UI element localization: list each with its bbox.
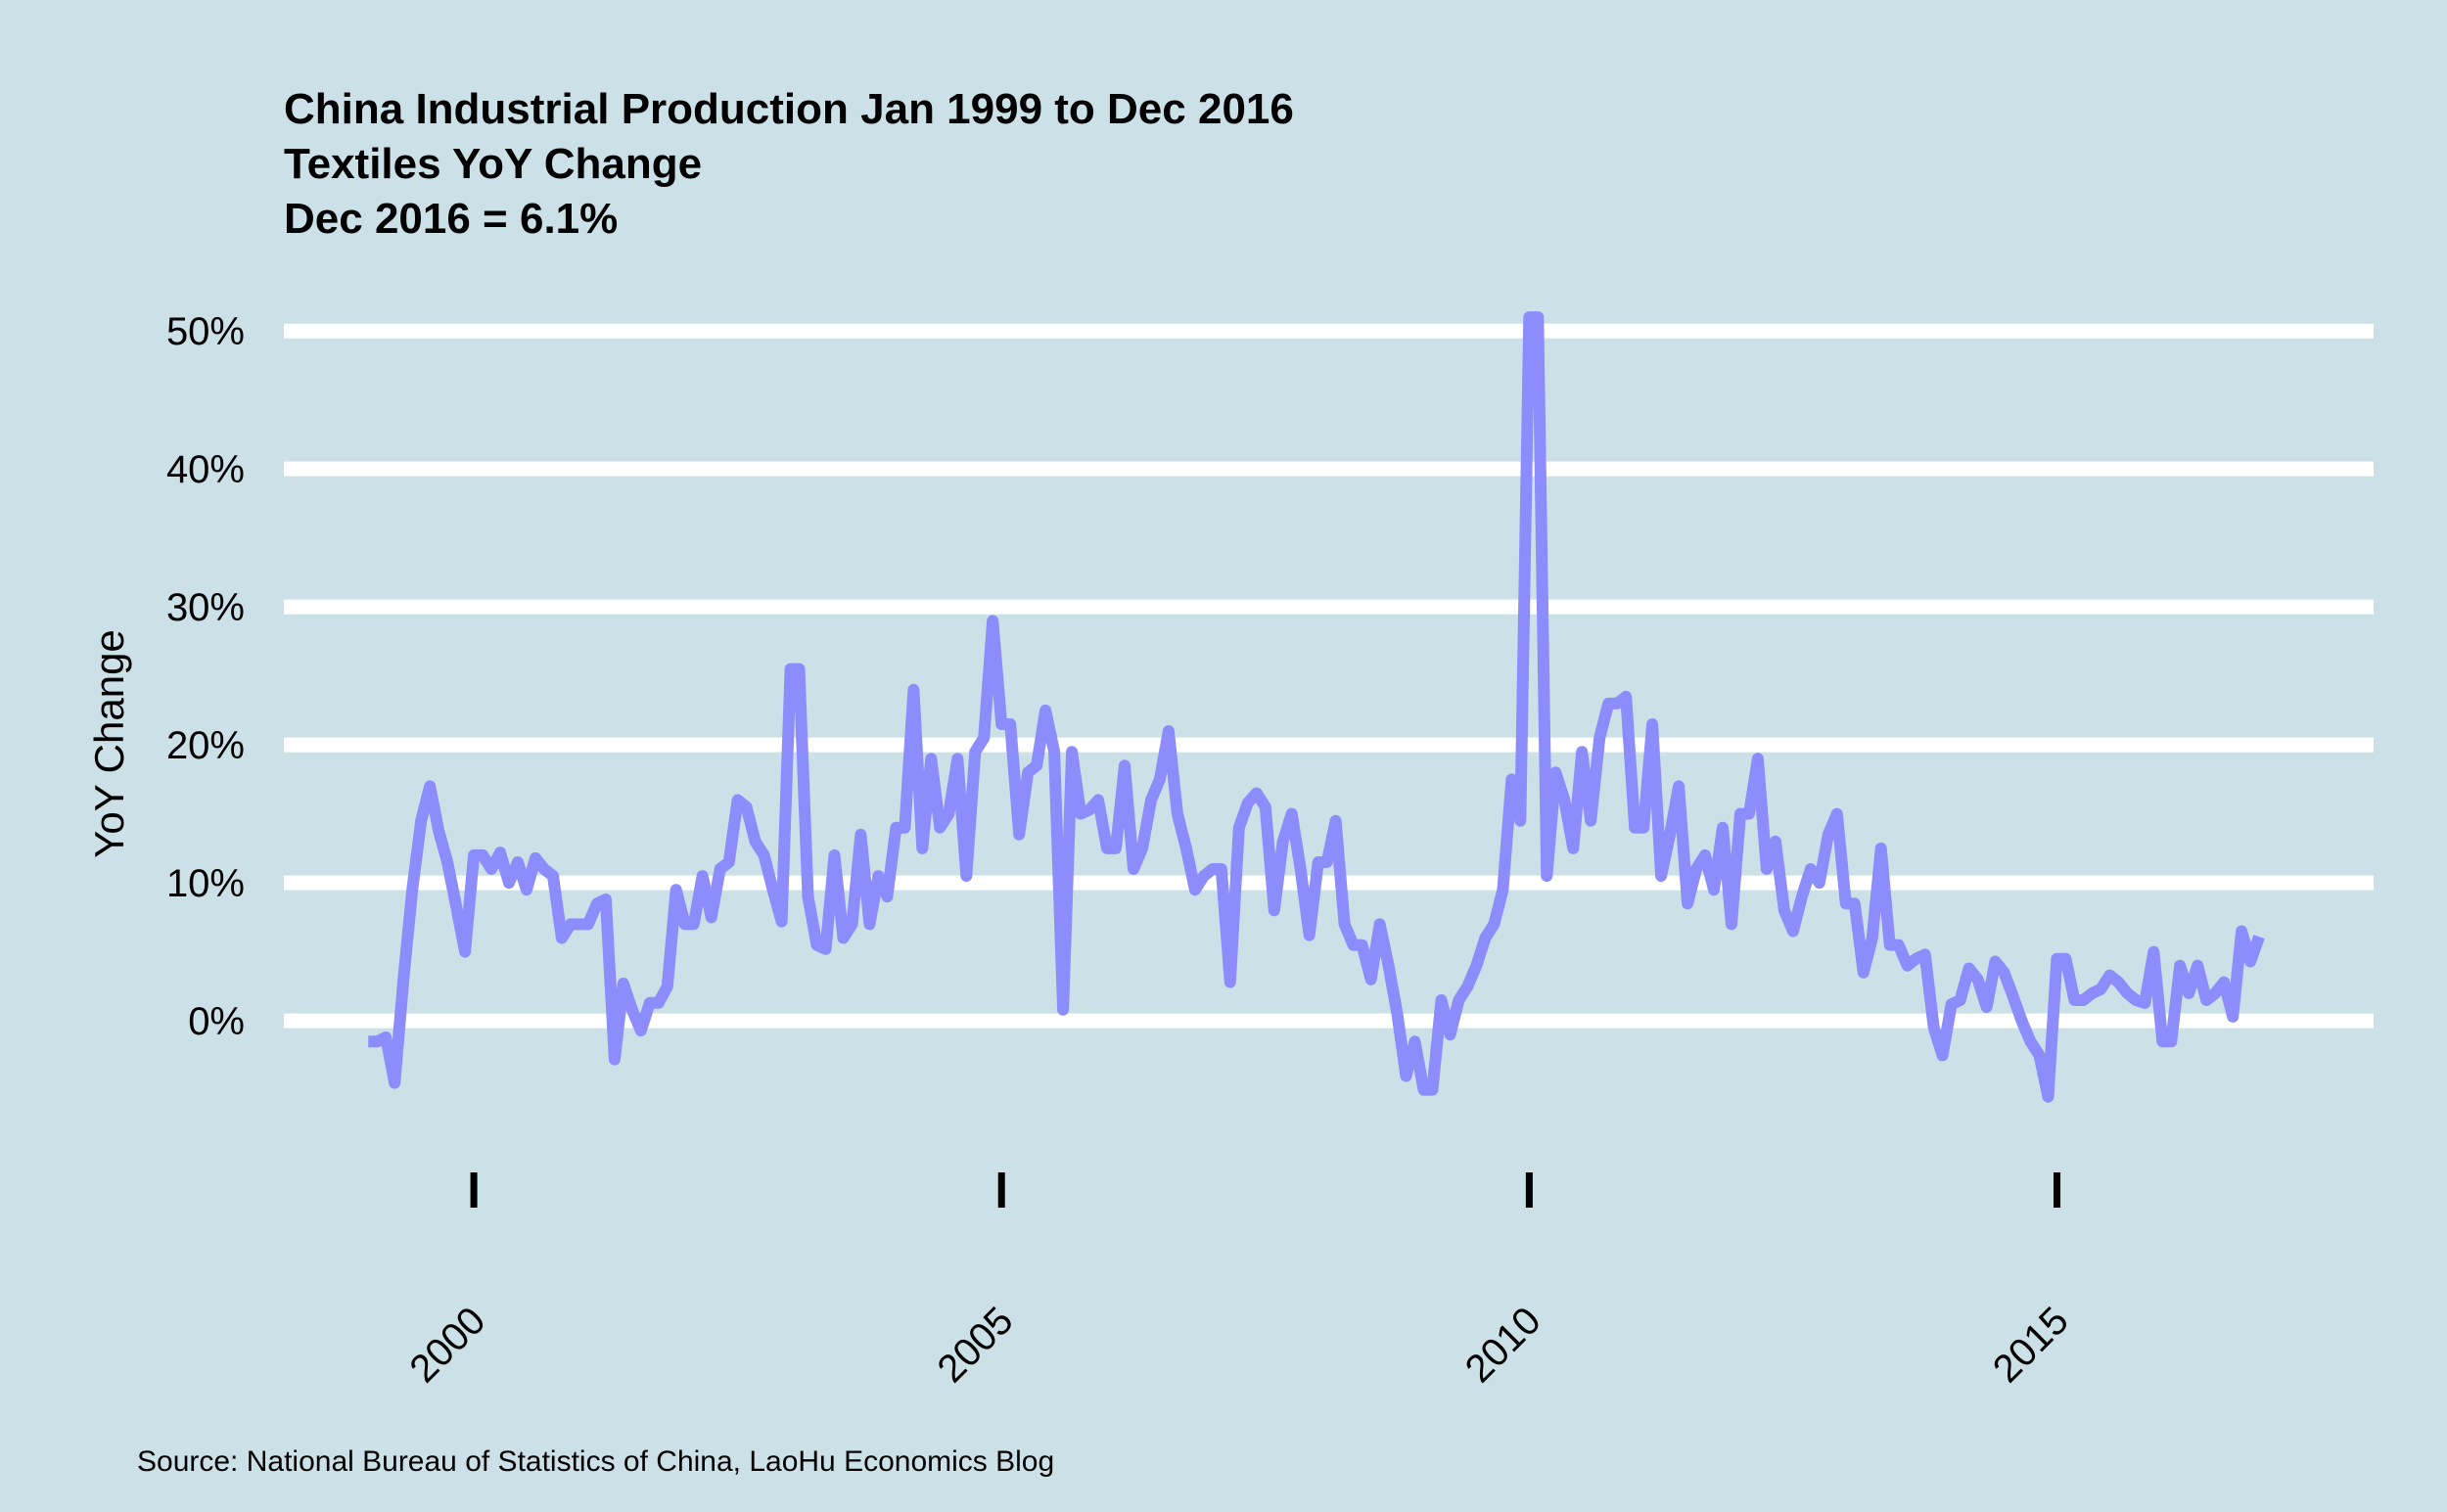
x-tick-label: 2000 [401,1299,493,1391]
y-tick-label: 30% [166,586,245,629]
chart-title-line-3: Dec 2016 = 6.1% [284,195,618,243]
y-tick-label: 50% [166,310,245,353]
y-tick-label: 0% [188,1000,245,1043]
series-line [368,311,2265,1103]
chart-title-line-1: China Industrial Production Jan 1999 to … [284,85,1294,133]
y-tick-label: 10% [166,862,245,905]
x-axis-ticks: 2000 2005 2010 2015 [401,1172,2077,1391]
y-axis-label: YoY Change [86,629,132,858]
y-tick-label: 20% [166,724,245,767]
x-tick-label: 2010 [1457,1299,1549,1391]
x-tick-label: 2005 [930,1299,1022,1391]
series-layer [368,311,2265,1103]
chart-title-line-2: Textiles YoY Change [284,140,702,188]
y-tick-label: 40% [166,448,245,491]
y-axis-tick-labels: 0% 10% 20% 30% 40% 50% [166,310,245,1043]
source-caption: Source: National Bureau of Statistics of… [137,1445,1054,1478]
x-tick-label: 2015 [1985,1299,2077,1391]
